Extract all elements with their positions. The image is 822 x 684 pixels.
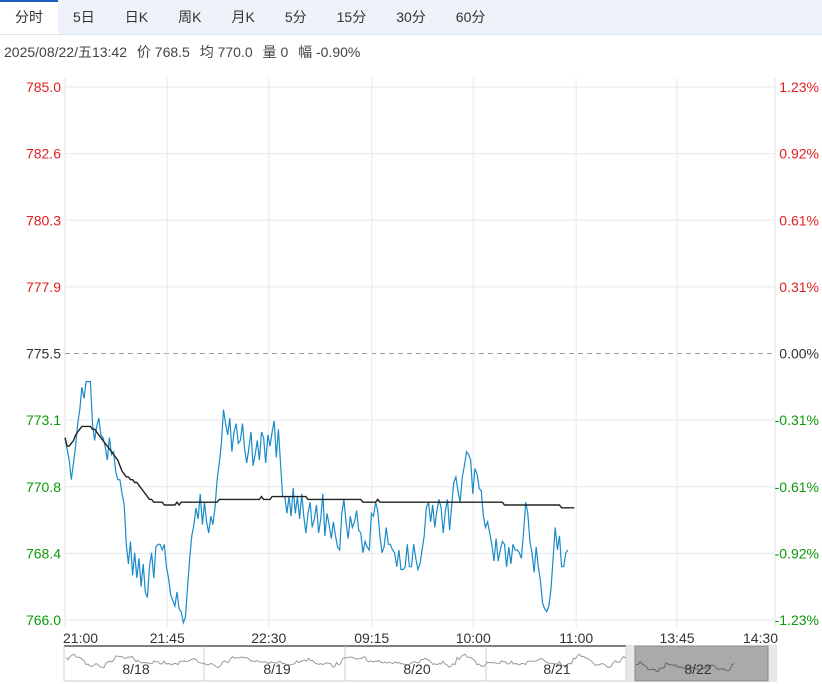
y-tick-left: 766.0: [26, 612, 61, 628]
tab-2[interactable]: 日K: [124, 9, 149, 25]
navigator-date-label: 8/20: [403, 661, 430, 677]
price-value: 768.5: [154, 44, 190, 60]
navigator-date-label: 8/22: [684, 661, 711, 677]
y-tick-left: 785.0: [26, 79, 61, 95]
y-tick-left: 770.8: [26, 479, 61, 495]
x-tick: 22:30: [251, 630, 286, 646]
info-date: 2025/08/22/五13:42: [4, 44, 127, 60]
price-label: 价: [136, 44, 151, 60]
x-tick: 09:15: [354, 630, 389, 646]
tab-4[interactable]: 月K: [231, 9, 255, 25]
y-tick-left: 773.1: [26, 412, 61, 428]
tab-7[interactable]: 30分: [396, 9, 426, 25]
tab-1[interactable]: 5日: [73, 9, 95, 25]
y-tick-left: 780.3: [26, 212, 61, 228]
y-tick-right: 0.92%: [779, 146, 819, 162]
x-tick: 14:30: [743, 630, 778, 646]
x-tick: 10:00: [456, 630, 491, 646]
y-tick-left: 777.9: [26, 279, 61, 295]
navigator-selection: [634, 645, 769, 682]
navigator-line: [65, 653, 626, 669]
y-tick-left: 775.5: [26, 346, 61, 362]
avg-value: 770.0: [217, 44, 253, 60]
y-tick-right: -0.92%: [775, 545, 819, 561]
avg-line: [64, 425, 575, 509]
change-label: 幅: [298, 44, 313, 60]
y-tick-right: 0.00%: [779, 346, 819, 362]
y-tick-right: 0.61%: [779, 212, 819, 228]
x-tick: 13:45: [659, 630, 694, 646]
navigator-selected-line: [635, 661, 735, 673]
info-bar: 2025/08/22/五13:42 价 768.5 均 770.0 量 0 幅 …: [4, 42, 360, 62]
tab-5[interactable]: 5分: [284, 9, 307, 25]
tab-8[interactable]: 60分: [455, 9, 486, 25]
y-tick-right: -0.61%: [775, 479, 819, 495]
volume-value: 0: [280, 44, 289, 60]
y-tick-left: 768.4: [26, 545, 61, 561]
x-tick: 21:45: [150, 630, 185, 646]
tab-6[interactable]: 15分: [336, 9, 367, 25]
x-tick: 21:00: [63, 630, 98, 646]
y-tick-right: -1.23%: [775, 612, 819, 628]
y-tick-right: -0.31%: [775, 412, 819, 428]
tab-0[interactable]: 分时: [0, 0, 58, 34]
x-tick: 11:00: [559, 630, 593, 646]
tab-3[interactable]: 周K: [178, 9, 202, 25]
volume-label: 量: [262, 44, 277, 60]
navigator-date-label: 8/18: [122, 661, 149, 677]
navigator-date-label: 8/21: [543, 661, 570, 677]
avg-label: 均: [199, 44, 214, 60]
navigator-date-label: 8/19: [263, 661, 290, 677]
period-tabs: 分时 5日 日K 周K 月K 5分 15分 30分 60分: [0, 0, 822, 35]
price-line: [64, 381, 569, 626]
y-tick-right: 1.23%: [779, 79, 819, 95]
change-value: -0.90%: [316, 44, 361, 60]
y-tick-left: 782.6: [26, 146, 61, 162]
y-tick-right: 0.31%: [779, 279, 819, 295]
